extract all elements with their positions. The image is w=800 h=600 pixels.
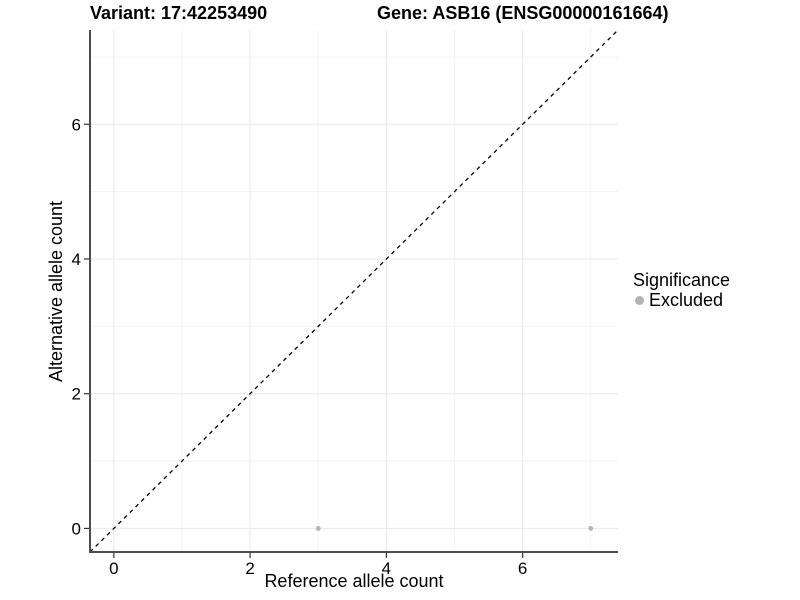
y-tick-label: 4 bbox=[72, 250, 81, 269]
y-tick-label: 0 bbox=[72, 519, 81, 538]
x-axis-label: Reference allele count bbox=[264, 571, 444, 591]
data-point bbox=[315, 526, 321, 531]
data-point bbox=[588, 526, 594, 531]
x-tick-label: 2 bbox=[245, 559, 254, 578]
legend-entry: Excluded bbox=[631, 291, 730, 309]
legend-title: Significance bbox=[633, 270, 731, 290]
identity-line bbox=[89, 29, 619, 553]
y-tick-label: 6 bbox=[72, 115, 81, 134]
variant-title: Variant: 17:42253490 bbox=[90, 3, 268, 23]
y-tick-label: 2 bbox=[72, 385, 81, 404]
x-tick-label: 4 bbox=[382, 559, 391, 578]
legend-entry-label: Excluded bbox=[649, 290, 724, 310]
gene-title: Gene: ASB16 (ENSG00000161664) bbox=[377, 3, 669, 23]
x-tick-label: 6 bbox=[518, 559, 527, 578]
legend: Significance Excluded bbox=[631, 270, 730, 309]
x-tick-label: 0 bbox=[109, 559, 118, 578]
legend-key-dot bbox=[635, 295, 644, 305]
y-axis-label: Alternative allele count bbox=[46, 200, 67, 382]
